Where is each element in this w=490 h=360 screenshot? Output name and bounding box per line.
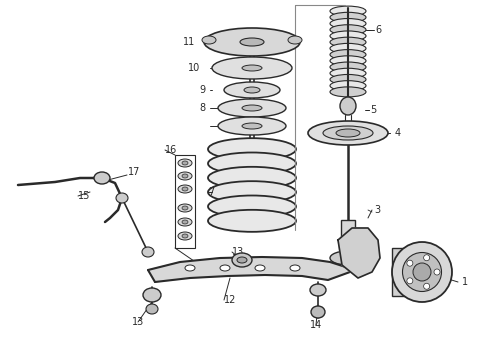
Ellipse shape <box>182 174 188 178</box>
Ellipse shape <box>202 36 216 44</box>
Ellipse shape <box>407 278 413 284</box>
Ellipse shape <box>116 193 128 203</box>
Ellipse shape <box>288 36 302 44</box>
Ellipse shape <box>242 123 262 129</box>
Text: 7: 7 <box>208 187 214 197</box>
Ellipse shape <box>94 172 110 184</box>
Ellipse shape <box>208 153 296 175</box>
Ellipse shape <box>255 265 265 271</box>
Ellipse shape <box>330 6 366 16</box>
Text: 4: 4 <box>395 128 401 138</box>
Text: 5: 5 <box>370 105 376 115</box>
Polygon shape <box>338 228 380 278</box>
Ellipse shape <box>402 252 441 292</box>
Text: 12: 12 <box>224 295 236 305</box>
Ellipse shape <box>330 81 366 91</box>
Text: 3: 3 <box>374 205 380 215</box>
Ellipse shape <box>182 234 188 238</box>
Ellipse shape <box>424 283 430 289</box>
Ellipse shape <box>208 195 296 217</box>
Ellipse shape <box>178 159 192 167</box>
Text: 16: 16 <box>165 145 177 155</box>
Polygon shape <box>148 257 355 282</box>
Ellipse shape <box>218 117 286 135</box>
Text: 11: 11 <box>183 37 195 47</box>
Text: 13: 13 <box>232 247 244 257</box>
Ellipse shape <box>413 263 431 281</box>
Ellipse shape <box>330 75 366 85</box>
Ellipse shape <box>242 105 262 111</box>
Ellipse shape <box>208 167 296 189</box>
Ellipse shape <box>311 306 325 318</box>
Ellipse shape <box>392 242 452 302</box>
Ellipse shape <box>208 181 296 203</box>
Ellipse shape <box>208 138 296 160</box>
Text: 9: 9 <box>199 85 205 95</box>
Ellipse shape <box>290 265 300 271</box>
Ellipse shape <box>330 25 366 35</box>
Ellipse shape <box>240 38 264 46</box>
Ellipse shape <box>185 265 195 271</box>
Ellipse shape <box>330 12 366 22</box>
Ellipse shape <box>310 284 326 296</box>
Ellipse shape <box>340 97 356 115</box>
Text: 17: 17 <box>128 167 140 177</box>
Ellipse shape <box>330 56 366 66</box>
Text: 6: 6 <box>375 25 381 35</box>
Text: 1: 1 <box>462 277 468 287</box>
Ellipse shape <box>178 232 192 240</box>
Ellipse shape <box>308 121 388 145</box>
Ellipse shape <box>178 204 192 212</box>
Bar <box>175 155 195 248</box>
Ellipse shape <box>204 28 300 56</box>
Ellipse shape <box>330 18 366 28</box>
Ellipse shape <box>232 253 252 267</box>
Ellipse shape <box>330 62 366 72</box>
Text: 2: 2 <box>410 243 416 253</box>
Ellipse shape <box>178 172 192 180</box>
Ellipse shape <box>220 265 230 271</box>
Ellipse shape <box>330 50 366 60</box>
Ellipse shape <box>434 269 440 275</box>
Bar <box>392 248 406 296</box>
Ellipse shape <box>218 99 286 117</box>
Ellipse shape <box>407 260 413 266</box>
Text: 15: 15 <box>78 191 90 201</box>
Ellipse shape <box>330 37 366 47</box>
Ellipse shape <box>330 31 366 41</box>
Ellipse shape <box>237 257 247 263</box>
Bar <box>341 220 355 255</box>
Ellipse shape <box>182 161 188 165</box>
Ellipse shape <box>336 129 360 137</box>
Ellipse shape <box>178 218 192 226</box>
Ellipse shape <box>224 82 280 98</box>
Ellipse shape <box>146 304 158 314</box>
Ellipse shape <box>182 220 188 224</box>
Ellipse shape <box>330 68 366 78</box>
Ellipse shape <box>178 185 192 193</box>
Ellipse shape <box>330 251 366 265</box>
Ellipse shape <box>142 247 154 257</box>
Ellipse shape <box>182 187 188 191</box>
Ellipse shape <box>212 57 292 79</box>
Ellipse shape <box>182 206 188 210</box>
Ellipse shape <box>323 126 373 140</box>
Ellipse shape <box>208 210 296 232</box>
Ellipse shape <box>330 44 366 53</box>
Ellipse shape <box>244 87 260 93</box>
Ellipse shape <box>424 255 430 261</box>
Text: 8: 8 <box>199 103 205 113</box>
Text: 13: 13 <box>132 317 144 327</box>
Text: 14: 14 <box>310 320 322 330</box>
Text: 10: 10 <box>188 63 200 73</box>
Ellipse shape <box>330 87 366 97</box>
Ellipse shape <box>242 65 262 71</box>
Ellipse shape <box>143 288 161 302</box>
